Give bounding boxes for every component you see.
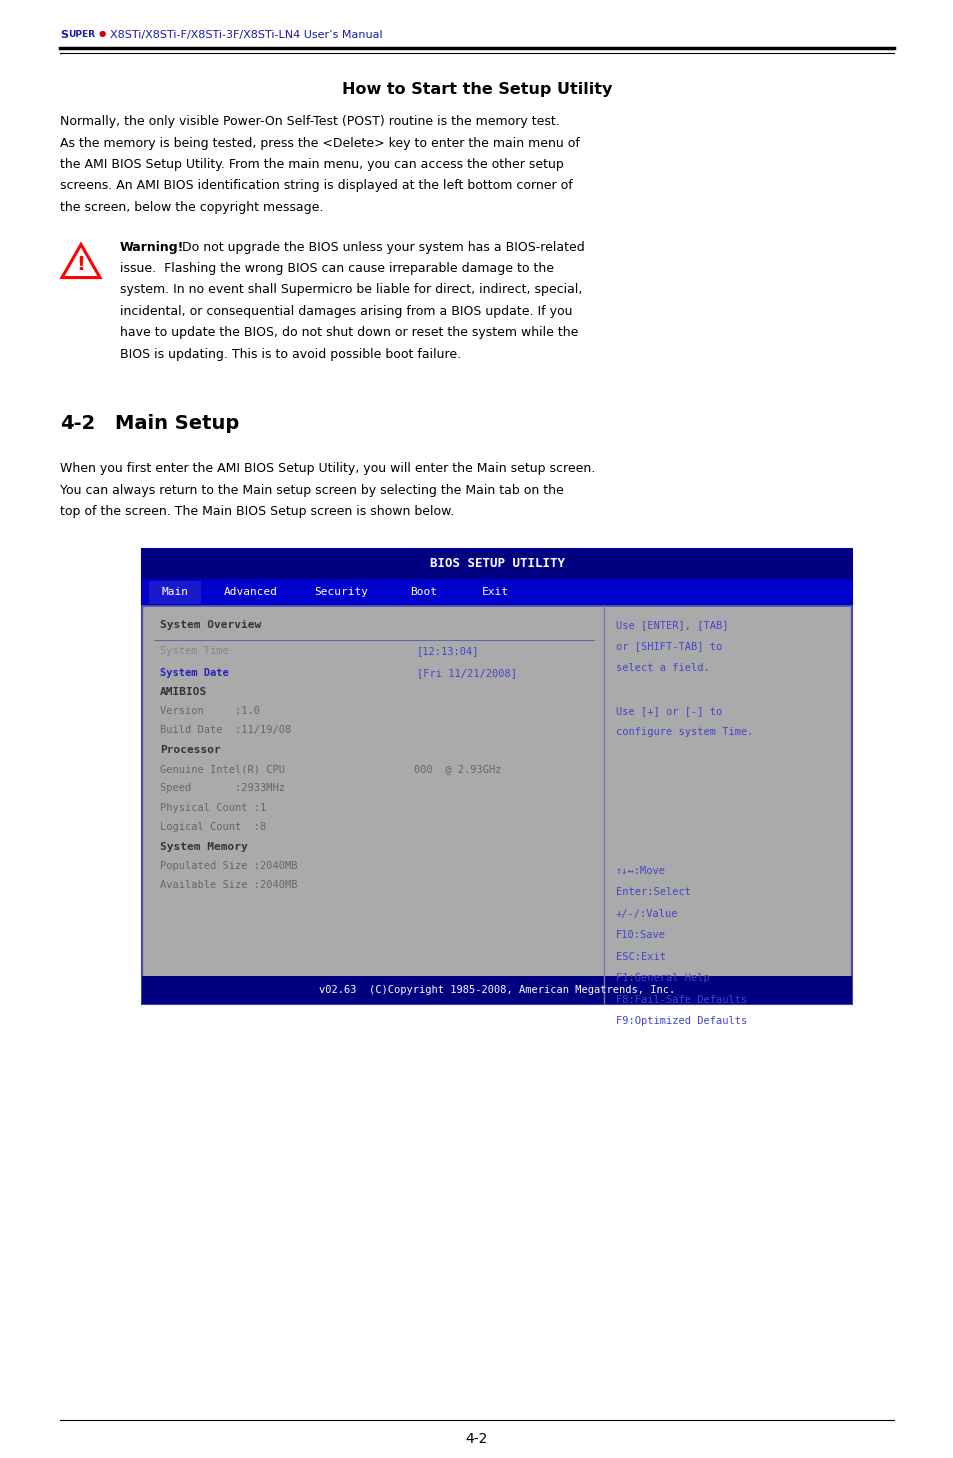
Text: System Overview: System Overview	[160, 620, 261, 630]
Text: [12:13:04]: [12:13:04]	[416, 646, 479, 656]
Bar	[142, 579, 851, 607]
Text: 4-2: 4-2	[465, 1432, 488, 1446]
Text: !: !	[76, 255, 86, 274]
Text: BIOS SETUP UTILITY: BIOS SETUP UTILITY	[429, 557, 564, 570]
Text: Speed       :2933MHz: Speed :2933MHz	[160, 783, 285, 793]
Text: Logical Count  :8: Logical Count :8	[160, 822, 266, 833]
Text: Available Size :2040MB: Available Size :2040MB	[160, 881, 297, 891]
Text: AMIBIOS: AMIBIOS	[160, 687, 207, 697]
Text: System Date: System Date	[160, 668, 229, 678]
Text: +/-/:Value: +/-/:Value	[616, 908, 678, 919]
Polygon shape	[62, 245, 100, 277]
Text: or [SHIFT-TAB] to: or [SHIFT-TAB] to	[616, 642, 721, 652]
Text: Warning!: Warning!	[120, 241, 184, 254]
Text: Version     :1.0: Version :1.0	[160, 706, 260, 716]
Text: issue.  Flashing the wrong BIOS can cause irreparable damage to the: issue. Flashing the wrong BIOS can cause…	[120, 262, 554, 276]
Text: F9:Optimized Defaults: F9:Optimized Defaults	[616, 1016, 746, 1026]
Text: Security: Security	[314, 588, 368, 598]
Text: Boot: Boot	[410, 588, 436, 598]
Text: X8STi/X8STi-F/X8STi-3F/X8STi-LN4 User’s Manual: X8STi/X8STi-F/X8STi-3F/X8STi-LN4 User’s …	[110, 31, 382, 39]
Text: incidental, or consequential damages arising from a BIOS update. If you: incidental, or consequential damages ari…	[120, 305, 572, 318]
Text: Physical Count :1: Physical Count :1	[160, 803, 266, 814]
Text: v02.63  (C)Copyright 1985-2008, American Megatrends, Inc.: v02.63 (C)Copyright 1985-2008, American …	[318, 986, 675, 994]
Bar	[142, 607, 851, 1005]
Text: How to Start the Setup Utility: How to Start the Setup Utility	[341, 82, 612, 98]
Text: Normally, the only visible Power-On Self-Test (POST) routine is the memory test.: Normally, the only visible Power-On Self…	[60, 115, 559, 128]
Text: F10:Save: F10:Save	[616, 930, 665, 940]
Text: Populated Size :2040MB: Populated Size :2040MB	[160, 860, 297, 870]
Text: You can always return to the Main setup screen by selecting the Main tab on the: You can always return to the Main setup …	[60, 484, 563, 497]
Text: When you first enter the AMI BIOS Setup Utility, you will enter the Main setup s: When you first enter the AMI BIOS Setup …	[60, 462, 595, 475]
Text: the AMI BIOS Setup Utility. From the main menu, you can access the other setup: the AMI BIOS Setup Utility. From the mai…	[60, 157, 563, 171]
Text: screens. An AMI BIOS identification string is displayed at the left bottom corne: screens. An AMI BIOS identification stri…	[60, 179, 572, 192]
Text: F8:Fail-Safe Defaults: F8:Fail-Safe Defaults	[616, 994, 746, 1005]
Text: ↑↓↔:Move: ↑↓↔:Move	[616, 866, 665, 876]
Text: F1:General Help: F1:General Help	[616, 974, 709, 984]
Text: 4-2: 4-2	[60, 414, 95, 433]
Text: have to update the BIOS, do not shut down or reset the system while the: have to update the BIOS, do not shut dow…	[120, 327, 578, 340]
Text: Main Setup: Main Setup	[115, 414, 239, 433]
Text: [Fri 11/21/2008]: [Fri 11/21/2008]	[416, 668, 517, 678]
Text: System Time: System Time	[160, 646, 229, 656]
Text: configure system Time.: configure system Time.	[616, 728, 753, 738]
Bar	[142, 550, 851, 579]
Text: UPER: UPER	[69, 31, 95, 39]
Bar	[149, 580, 201, 604]
Text: ESC:Exit: ESC:Exit	[616, 952, 665, 962]
Text: BIOS is updating. This is to avoid possible boot failure.: BIOS is updating. This is to avoid possi…	[120, 348, 460, 362]
Text: Do not upgrade the BIOS unless your system has a BIOS-related: Do not upgrade the BIOS unless your syst…	[177, 241, 584, 254]
Text: Advanced: Advanced	[224, 588, 277, 598]
Text: Main: Main	[161, 588, 189, 598]
Text: Use [+] or [-] to: Use [+] or [-] to	[616, 706, 721, 716]
Text: Build Date  :11/19/08: Build Date :11/19/08	[160, 726, 291, 735]
Text: S: S	[60, 31, 68, 39]
Text: Genuine Intel(R) CPU: Genuine Intel(R) CPU	[160, 764, 285, 774]
Text: Exit: Exit	[481, 588, 509, 598]
Text: Enter:Select: Enter:Select	[616, 888, 690, 898]
Text: Processor: Processor	[160, 745, 220, 755]
Text: the screen, below the copyright message.: the screen, below the copyright message.	[60, 201, 323, 214]
Text: ●: ●	[99, 29, 106, 38]
Text: system. In no event shall Supermicro be liable for direct, indirect, special,: system. In no event shall Supermicro be …	[120, 283, 581, 296]
Text: top of the screen. The Main BIOS Setup screen is shown below.: top of the screen. The Main BIOS Setup s…	[60, 506, 454, 519]
Text: 000  @ 2.93GHz: 000 @ 2.93GHz	[414, 764, 501, 774]
Bar	[142, 550, 851, 1005]
Text: Use [ENTER], [TAB]: Use [ENTER], [TAB]	[616, 620, 728, 630]
Bar	[142, 975, 851, 1005]
Text: As the memory is being tested, press the <Delete> key to enter the main menu of: As the memory is being tested, press the…	[60, 137, 579, 150]
Text: select a field.: select a field.	[616, 663, 709, 674]
Text: System Memory: System Memory	[160, 841, 248, 851]
